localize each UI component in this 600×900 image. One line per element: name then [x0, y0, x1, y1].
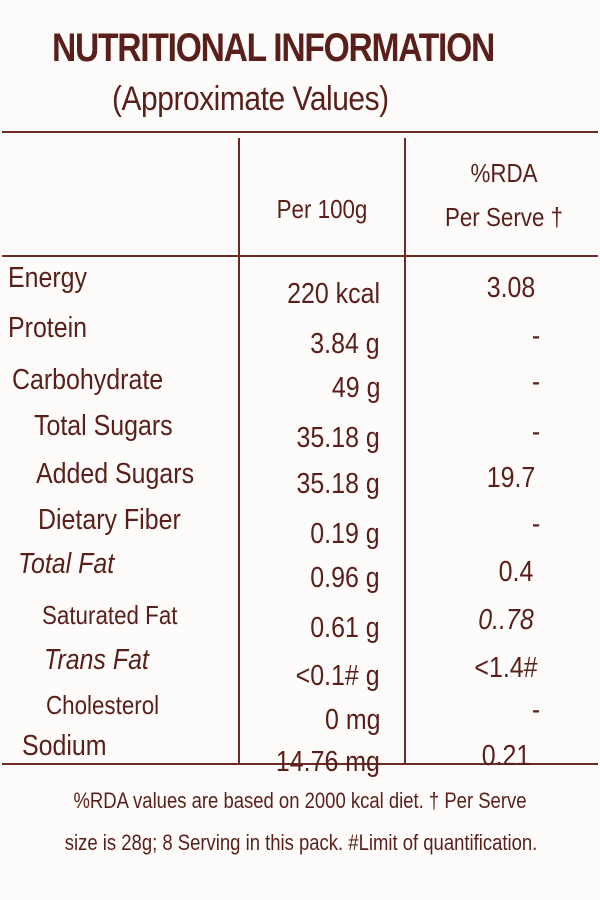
nutrient-per100: <0.1# g [296, 660, 380, 692]
nutrient-name: Carbohydrate [12, 364, 164, 396]
nutrient-rda: - [531, 366, 541, 398]
nutrient-per100: 0.61 g [310, 612, 380, 644]
footnote-line-1: %RDA values are based on 2000 kcal diet.… [73, 788, 527, 813]
nutrient-per100: 220 kcal [287, 278, 380, 310]
nutrient-per100: 0.96 g [310, 562, 380, 594]
nutrient-rda: - [531, 694, 541, 726]
nutrient-per100: 0 mg [324, 704, 380, 736]
nutrient-rda: <1.4# [474, 652, 538, 684]
nutrient-name: Dietary Fiber [38, 504, 181, 536]
nutrient-name: Trans Fat [44, 644, 149, 676]
nutrient-rda: 0.21 [481, 740, 531, 772]
label-subtitle: (Approximate Values) [112, 80, 389, 118]
column-header-rda-line1: %RDA [470, 158, 538, 188]
header-bottom-rule [2, 255, 598, 257]
table-bottom-rule [2, 763, 598, 765]
nutrient-rda: 0.4 [498, 556, 534, 588]
nutrient-name: Protein [8, 312, 88, 344]
nutrient-rda: - [531, 416, 541, 448]
nutrient-rda: - [531, 508, 541, 540]
table-top-rule [2, 131, 598, 133]
nutrient-per100: 3.84 g [310, 328, 380, 360]
nutrient-name: Cholesterol [46, 690, 160, 720]
nutrient-name: Added Sugars [36, 458, 195, 490]
nutrient-rda: 0..78 [478, 604, 534, 636]
column-divider-2 [404, 138, 406, 763]
nutrient-per100: 0.19 g [310, 518, 380, 550]
column-header-per100: Per 100g [276, 194, 368, 224]
nutrient-per100: 35.18 g [296, 422, 380, 454]
nutrient-rda: 3.08 [486, 272, 536, 304]
nutrient-name: Saturated Fat [42, 600, 178, 630]
nutrient-name: Total Fat [18, 548, 115, 580]
nutrient-per100: 14.76 mg [276, 746, 380, 778]
footnote-line-2: size is 28g; 8 Serving in this pack. #Li… [64, 830, 538, 855]
nutrient-rda: 19.7 [486, 462, 536, 494]
nutrient-name: Total Sugars [34, 410, 173, 442]
nutrient-name: Sodium [22, 730, 107, 762]
nutrient-per100: 35.18 g [296, 468, 380, 500]
nutrient-rda: - [531, 320, 541, 352]
label-title: NUTRITIONAL INFORMATION [52, 26, 495, 70]
column-divider-1 [238, 138, 240, 763]
nutrient-per100: 49 g [331, 372, 380, 404]
column-header-rda-line2: Per Serve † [444, 202, 564, 232]
nutrient-name: Energy [8, 262, 88, 294]
